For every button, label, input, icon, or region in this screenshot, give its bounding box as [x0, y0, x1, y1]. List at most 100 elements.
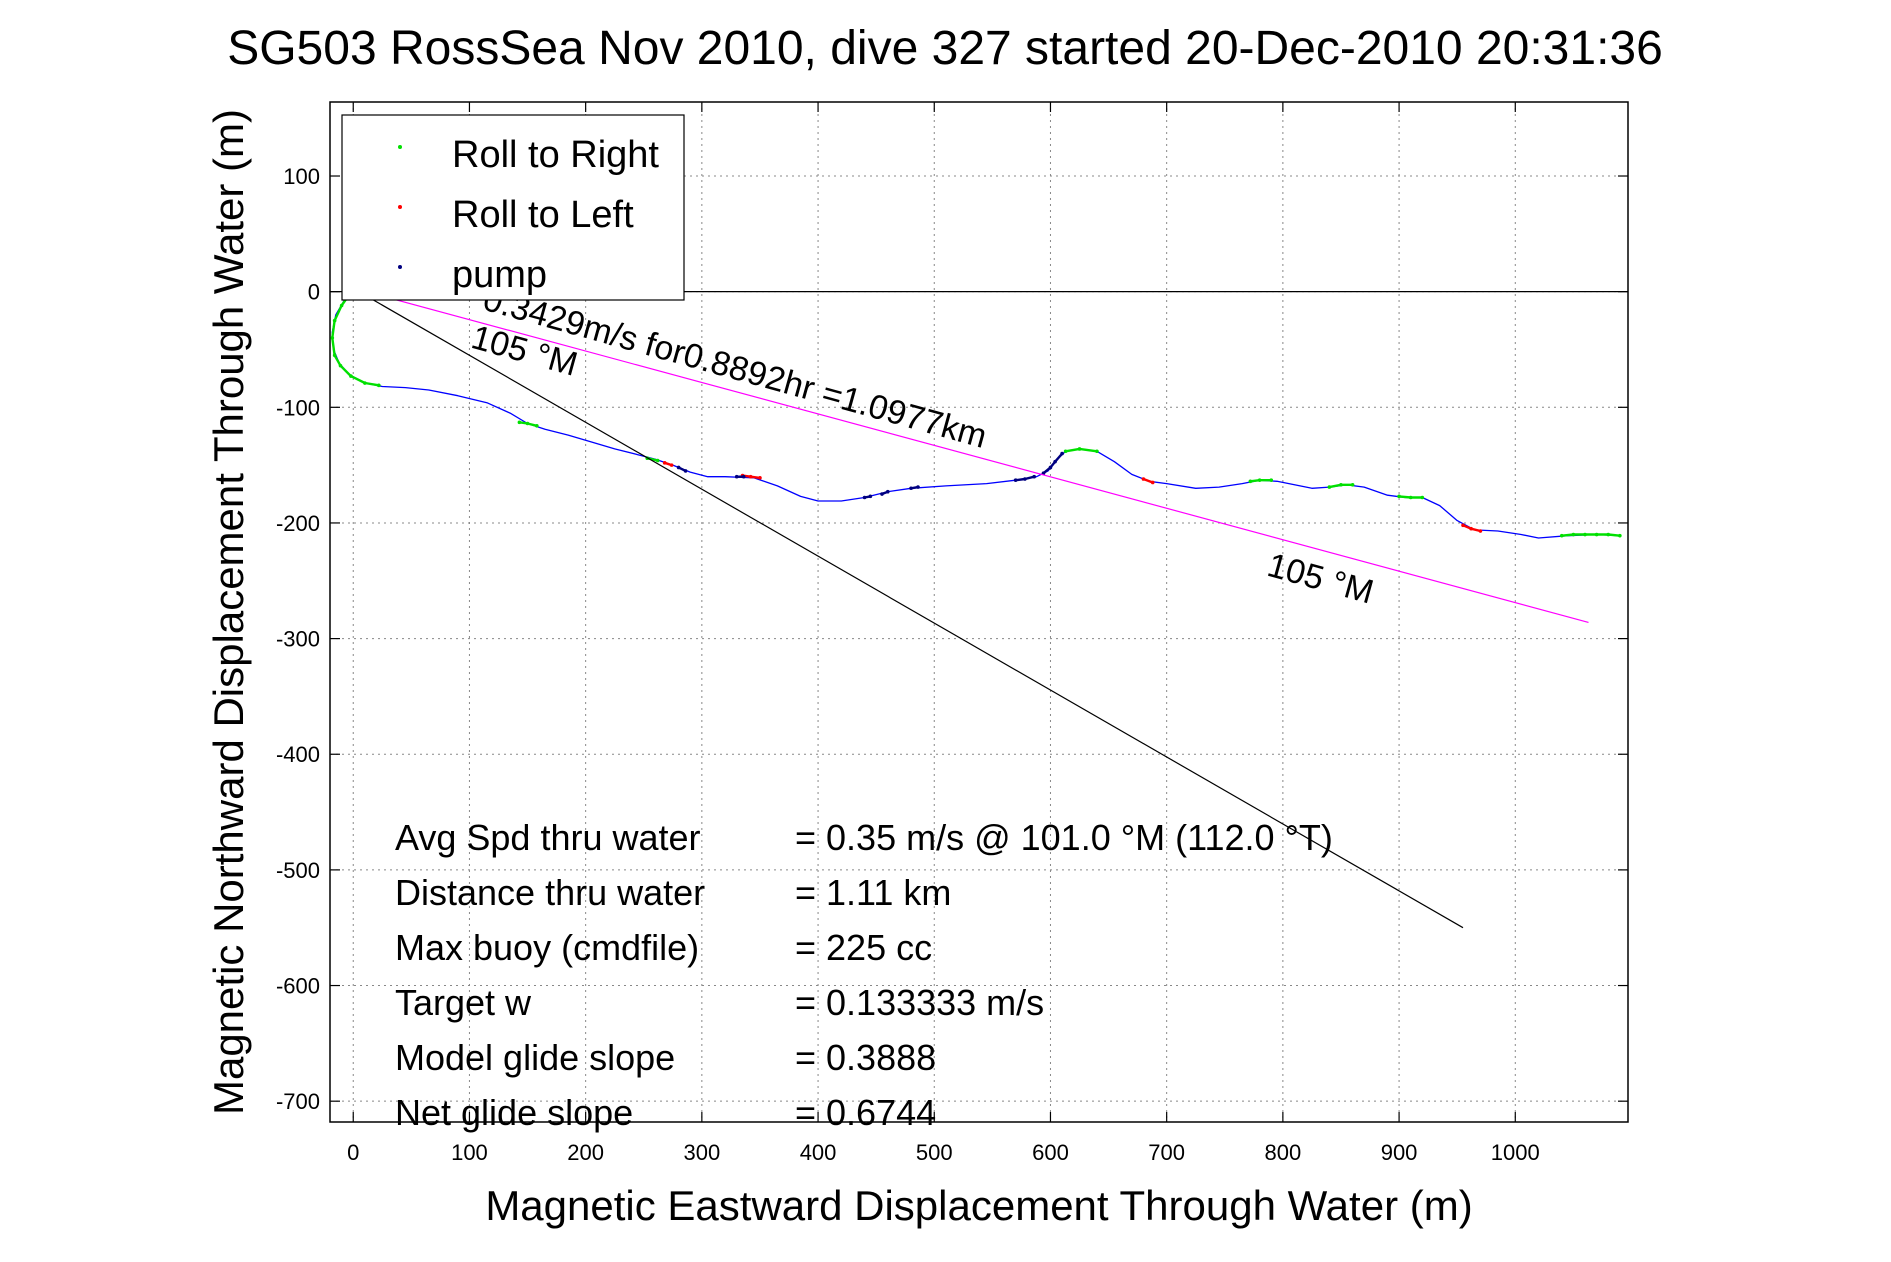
x-axis-label: Magnetic Eastward Displacement Through W… — [485, 1182, 1472, 1229]
stat-label: Max buoy (cmdfile) — [395, 927, 699, 968]
data-point — [1469, 526, 1473, 531]
data-point — [1032, 474, 1036, 479]
legend-marker — [398, 265, 402, 269]
y-tick-label: 100 — [283, 164, 320, 189]
data-point — [748, 474, 753, 479]
stat-value: = 0.6744 — [795, 1092, 936, 1133]
data-point — [330, 336, 335, 340]
data-point — [1063, 449, 1068, 454]
data-point — [1013, 478, 1018, 482]
y-tick-label: 0 — [308, 280, 320, 305]
x-tick-label: 400 — [800, 1140, 837, 1165]
data-point — [1150, 480, 1155, 485]
x-tick-label: 200 — [567, 1140, 604, 1165]
data-point — [1023, 477, 1027, 481]
data-point — [662, 461, 667, 465]
data-point — [734, 474, 739, 479]
x-tick-label: 0 — [347, 1140, 359, 1165]
data-point — [1257, 478, 1262, 482]
data-point — [683, 469, 688, 473]
stat-label: Distance thru water — [395, 872, 705, 913]
data-point — [1583, 532, 1587, 537]
data-point — [377, 383, 381, 388]
data-point — [916, 485, 920, 489]
data-point — [1420, 495, 1425, 500]
legend-marker — [398, 205, 402, 209]
x-tick-label: 100 — [451, 1140, 488, 1165]
x-tick-label: 300 — [683, 1140, 720, 1165]
y-tick-label: -200 — [276, 511, 320, 536]
stat-value: = 225 cc — [795, 927, 932, 968]
x-tick-label: 800 — [1265, 1140, 1302, 1165]
data-point — [1060, 451, 1064, 456]
x-tick-label: 1000 — [1491, 1140, 1540, 1165]
y-tick-label: -300 — [276, 627, 320, 652]
heading-line — [378, 294, 1589, 623]
data-point — [338, 363, 343, 368]
data-point — [1594, 532, 1599, 537]
data-point — [741, 474, 746, 479]
data-point — [1461, 523, 1465, 528]
data-point — [676, 465, 681, 470]
y-tick-label: -600 — [276, 974, 320, 999]
data-point — [363, 381, 367, 385]
legend-label: pump — [452, 254, 547, 296]
x-tick-label: 600 — [1032, 1140, 1069, 1165]
stat-label: Model glide slope — [395, 1037, 675, 1078]
data-point — [1408, 495, 1413, 500]
stat-value: = 1.11 km — [795, 872, 951, 913]
data-point — [535, 424, 539, 428]
data-point — [1269, 478, 1274, 482]
data-point — [525, 421, 530, 426]
data-point — [909, 486, 913, 491]
data-point — [868, 494, 873, 499]
y-tick-label: -700 — [276, 1089, 320, 1114]
stat-label: Target w — [395, 982, 532, 1023]
data-point — [1606, 532, 1611, 537]
data-point — [1053, 459, 1057, 464]
data-point — [758, 476, 762, 480]
data-point — [517, 420, 522, 425]
chart-title: SG503 RossSea Nov 2010, dive 327 started… — [227, 22, 1663, 75]
legend-label: Roll to Left — [452, 194, 634, 236]
x-tick-label: 700 — [1148, 1140, 1185, 1165]
data-point — [1478, 529, 1483, 533]
y-tick-label: -500 — [276, 858, 320, 883]
data-point — [1248, 479, 1253, 484]
stat-label: Avg Spd thru water — [395, 817, 701, 858]
data-point — [862, 495, 867, 500]
data-point — [655, 458, 660, 463]
y-tick-label: -400 — [276, 742, 320, 767]
data-point — [1350, 482, 1355, 487]
data-point — [1339, 482, 1343, 487]
data-point — [1571, 532, 1576, 537]
data-point — [332, 318, 337, 323]
stat-label: Net glide slope — [395, 1092, 633, 1133]
data-point — [1077, 447, 1082, 451]
x-tick-label: 900 — [1381, 1140, 1418, 1165]
data-point — [332, 353, 337, 358]
data-point — [1327, 485, 1332, 489]
segment-roll-to-right — [1561, 533, 1621, 537]
data-point — [1559, 533, 1564, 538]
data-point — [885, 489, 890, 494]
data-point — [1095, 449, 1099, 454]
y-axis-label: Magnetic Northward Displacement Through … — [205, 109, 252, 1115]
legend-marker — [398, 145, 402, 149]
data-point — [880, 492, 884, 496]
y-tick-label: -100 — [276, 395, 320, 420]
legend-label: Roll to Right — [452, 134, 659, 176]
data-point — [1397, 494, 1401, 499]
segment-pump — [1042, 452, 1064, 475]
stat-value: = 0.35 m/s @ 101.0 °M (112.0 °T) — [795, 817, 1333, 858]
x-tick-label: 500 — [916, 1140, 953, 1165]
data-point — [1141, 477, 1146, 481]
data-point — [349, 374, 353, 378]
data-point — [669, 463, 674, 467]
data-point — [339, 303, 344, 308]
data-point — [1048, 465, 1053, 470]
data-point — [1618, 533, 1622, 538]
track-line — [331, 291, 1620, 539]
stat-value: = 0.133333 m/s — [795, 982, 1044, 1023]
